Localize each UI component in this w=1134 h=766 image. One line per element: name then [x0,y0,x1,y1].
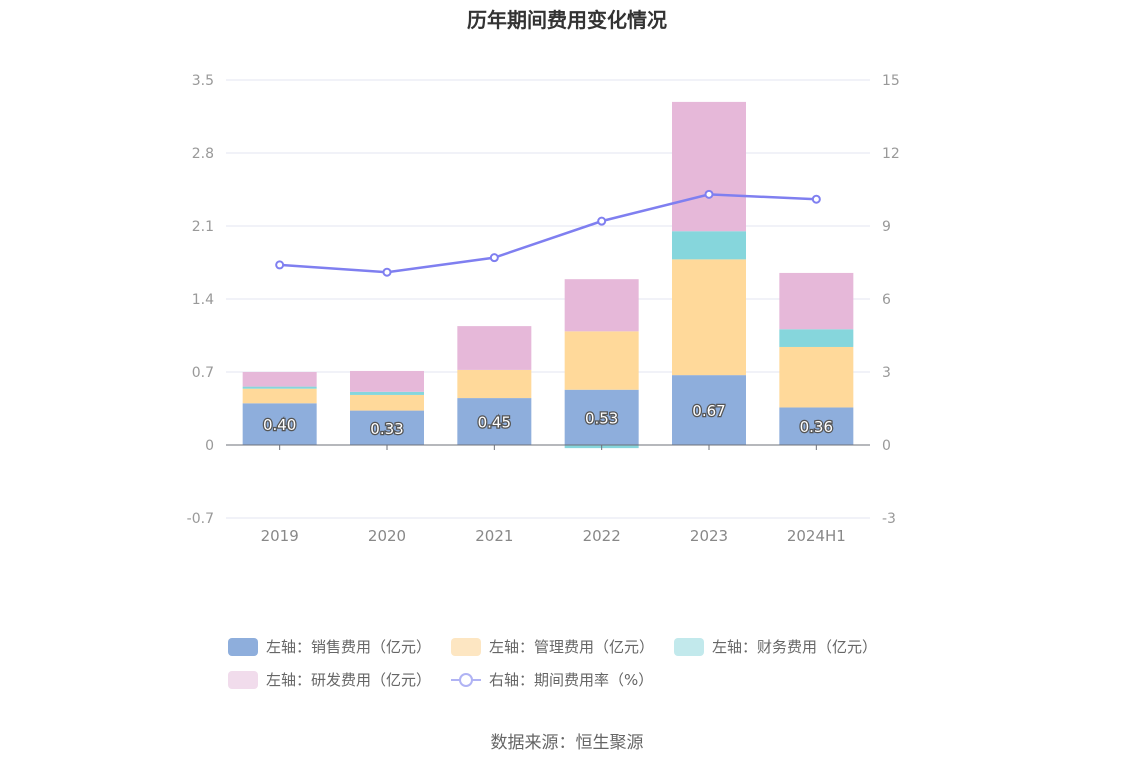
legend-swatch-finance [674,637,705,656]
right-axis-tick: -3 [882,511,896,527]
legend-label-finance: 左轴：财务费用（亿元） [712,638,878,656]
left-axis-tick: 0 [205,438,214,454]
data-label: 0.33 [370,420,403,438]
bar-segment-1 [457,369,532,399]
right-axis-tick: 9 [882,219,891,235]
data-label: 0.36 [800,418,833,436]
bar-segment-1 [672,259,746,376]
left-axis-tick: 1.4 [192,292,214,308]
x-axis-tick: 2022 [583,527,621,545]
rate-line [275,189,821,277]
x-axis-tick: 2020 [368,527,406,545]
legend-item-sales[interactable]: 左轴：销售费用（亿元） [228,636,431,657]
legend-line-icon [451,671,482,689]
rate-point [382,267,392,277]
legend-label-sales: 左轴：销售费用（亿元） [266,638,432,656]
bar-segment-3 [672,101,746,232]
x-axis-tick: 2024H1 [787,527,846,545]
bar-segment-3 [242,372,317,387]
rate-point [811,194,821,204]
bar-segment-0 [242,403,317,445]
left-axis-tick: 3.5 [192,73,214,89]
right-axis-tick: 12 [882,146,900,162]
legend-swatch-rd [228,670,258,689]
left-axis-tick: 2.1 [192,219,214,235]
right-axis-tick: 15 [882,73,900,89]
rate-line-path [279,193,817,274]
bars [242,101,854,449]
right-axis-tick: 6 [882,292,891,308]
legend-item-rate[interactable]: 右轴：期间费用率（%） [451,669,653,690]
bar-segment-3 [564,279,639,332]
legend-label-rate: 右轴：期间费用率（%） [489,671,654,689]
bar-segment-1 [242,388,317,404]
rate-point [597,216,607,226]
chart-title: 历年期间费用变化情况 [467,8,667,32]
left-axis-tick: -0.7 [187,511,214,527]
right-axis-tick: 0 [882,438,891,454]
bar-segment-2 [242,386,317,389]
data-labels: 0.40 0.33 0.45 0.53 0.67 0.36 [262,401,835,439]
bar-segment-2 [672,231,746,260]
grid-lines [226,79,870,519]
bar-segment-3 [457,326,532,370]
x-axis-tick: 2023 [690,527,728,545]
bar-segment-1 [350,394,424,411]
x-axis-tick: 2019 [261,527,299,545]
rate-point [275,260,285,270]
bar-segment-1 [779,346,854,408]
rate-point [489,253,499,263]
data-source: 数据来源：恒生聚源 [490,733,644,753]
x-axis-tick: 2021 [475,527,513,545]
legend-item-rd[interactable]: 左轴：研发费用（亿元） [228,669,431,690]
right-axis-tick: 3 [882,365,891,381]
rate-point [704,189,714,199]
bar-segment-0 [350,410,424,445]
bar-segment-2 [350,391,424,395]
bar-segment-0 [672,375,746,445]
data-label: 0.45 [478,414,511,432]
legend-swatch-admin [451,637,482,656]
left-axis-tick: 2.8 [192,146,214,162]
data-label: 0.40 [263,416,296,434]
axes: -0.7 0 0.7 1.4 2.1 2.8 3.5 -3 0 3 6 9 12 15 2019 2020 20… [187,73,900,545]
bar-segment-0 [564,389,639,445]
bar-segment-2 [779,329,854,347]
left-axis-tick: 0.7 [192,365,214,381]
legend-item-finance[interactable]: 左轴：财务费用（亿元） [674,636,877,657]
bar-segment-0 [457,398,532,445]
bar-segment-1 [564,331,639,390]
chart-plot: -0.7 0 0.7 1.4 2.1 2.8 3.5 -3 0 3 6 9 12 15 2019 2020 20… [187,73,900,545]
legend: 左轴：销售费用（亿元） 左轴：管理费用（亿元） 左轴：财务费用（亿元） 左轴：研… [228,630,928,696]
legend-swatch-sales [228,637,258,656]
bar-segment-3 [350,370,424,392]
legend-label-admin: 左轴：管理费用（亿元） [489,638,655,656]
data-label: 0.53 [585,409,618,427]
bar-segment-3 [779,272,854,330]
data-label: 0.67 [692,402,725,420]
bar-segment-0 [779,407,854,445]
legend-label-rd: 左轴：研发费用（亿元） [266,671,432,689]
legend-item-admin[interactable]: 左轴：管理费用（亿元） [451,636,654,657]
